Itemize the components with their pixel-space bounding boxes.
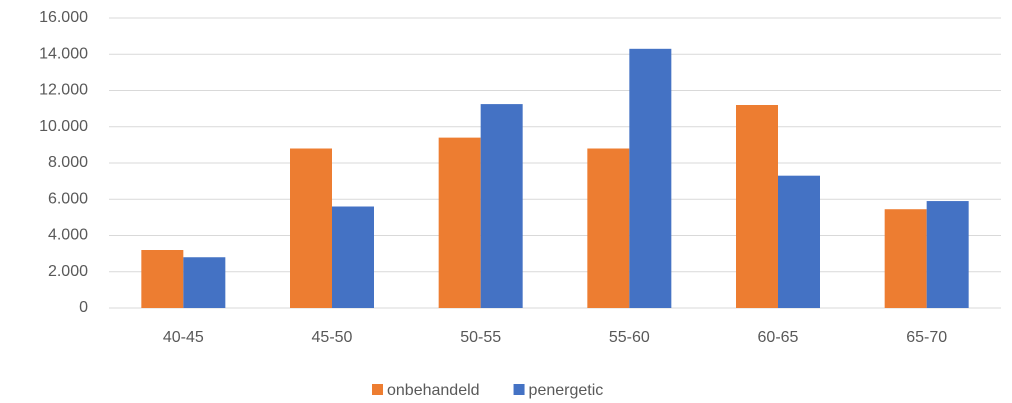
x-tick-label: 55-60: [609, 329, 650, 346]
y-tick-label: 16.000: [39, 9, 88, 26]
bar: [290, 148, 332, 308]
y-tick-label: 10.000: [39, 118, 88, 135]
y-tick-label: 0: [79, 299, 88, 316]
bar: [587, 148, 630, 308]
x-tick-label: 40-45: [163, 329, 204, 346]
y-tick-label: 2.000: [48, 263, 88, 280]
bar: [778, 175, 820, 308]
bar: [480, 104, 523, 308]
y-tick-label: 6.000: [48, 190, 88, 207]
legend-swatch: [513, 384, 525, 395]
x-tick-label: 45-50: [312, 329, 353, 346]
y-tick-label: 14.000: [39, 45, 88, 62]
y-tick-label: 8.000: [48, 154, 88, 171]
bar: [141, 250, 184, 308]
x-tick-label: 65-70: [906, 329, 947, 346]
bar: [884, 209, 927, 308]
x-tick-label: 60-65: [758, 329, 799, 346]
bar: [736, 105, 778, 308]
legend-swatch: [372, 384, 383, 395]
x-tick-label: 50-55: [460, 329, 501, 346]
bar: [332, 206, 374, 308]
y-tick-label: 4.000: [48, 227, 88, 244]
y-tick-label: 12.000: [39, 82, 88, 99]
bar: [629, 48, 672, 308]
bar: [183, 257, 226, 308]
bar: [926, 201, 969, 308]
legend-label: onbehandeld: [387, 382, 480, 399]
legend-label: penergetic: [529, 382, 604, 399]
bar: [438, 137, 481, 308]
